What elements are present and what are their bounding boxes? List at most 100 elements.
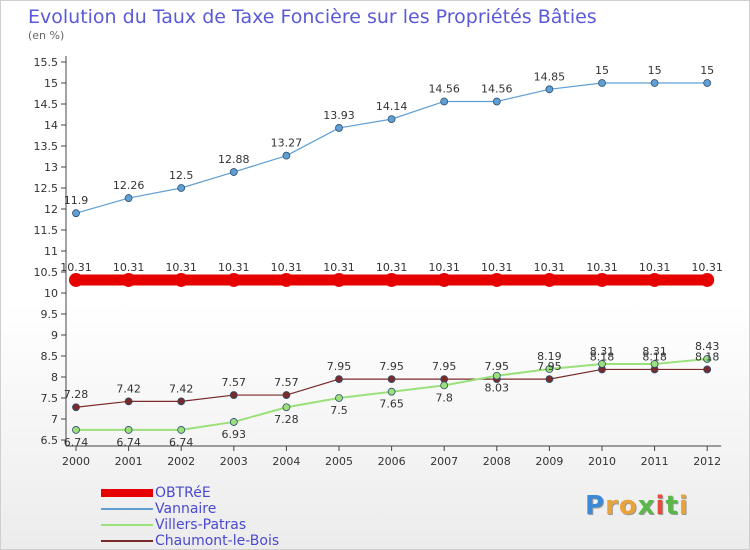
data-label: 7.65: [379, 398, 404, 411]
series-point: [492, 97, 501, 106]
data-label: 7.42: [116, 382, 141, 395]
data-label: 7.57: [222, 376, 247, 389]
x-tick-label: 2011: [641, 455, 669, 468]
series-point: [598, 360, 606, 368]
series-point: [69, 272, 83, 287]
data-label: 10.31: [586, 261, 618, 274]
series-point: [650, 79, 659, 87]
data-label: 15: [595, 64, 609, 77]
data-label: 10.31: [165, 261, 197, 274]
data-label: 12.26: [113, 179, 145, 192]
legend-swatch: [101, 524, 153, 526]
legend-label: Chaumont-le-Bois: [155, 533, 280, 549]
data-label: 7.95: [485, 360, 510, 373]
chart-title: Evolution du Taux de Taxe Foncière sur l…: [28, 6, 597, 28]
series-point: [177, 184, 186, 192]
data-label: 10.31: [534, 261, 566, 274]
data-label: 15: [700, 64, 714, 77]
series-point: [545, 85, 554, 94]
line-chart: 6.5 7 7.5 8 8.5 9 9.5 10 10.5 11 11.5 12 12.5 13 13.5 1…: [34, 56, 723, 468]
logo-letter: i: [678, 491, 689, 521]
x-tick-label: 2009: [535, 455, 563, 468]
series-point: [387, 115, 396, 124]
y-tick-label: 6.5: [41, 434, 59, 447]
data-label: 10.31: [428, 261, 460, 274]
series-point: [545, 365, 554, 373]
series-point: [492, 371, 501, 380]
series-point: [700, 272, 715, 287]
series-point: [703, 355, 712, 363]
y-tick-label: 15: [44, 77, 58, 90]
x-tick-label: 2008: [483, 455, 511, 468]
series-point: [229, 391, 238, 399]
data-label: 8.03: [485, 382, 510, 395]
data-label: 6.74: [64, 436, 89, 449]
series-point: [282, 403, 291, 412]
legend-swatch: [101, 540, 153, 542]
logo-letter: t: [665, 491, 679, 521]
x-tick-label: 2012: [693, 455, 721, 468]
series-point: [545, 375, 554, 384]
data-label: 14.14: [376, 100, 408, 113]
data-label: 10.31: [481, 261, 513, 274]
y-tick-label: 14.5: [34, 98, 59, 111]
series-point: [437, 272, 452, 287]
logo-letter: P: [585, 491, 606, 521]
series-point: [332, 272, 346, 287]
data-label: 8.18: [695, 350, 720, 363]
legend-swatch: [101, 508, 153, 510]
y-tick-label: 10: [44, 287, 58, 300]
series-point: [72, 209, 80, 218]
y-tick-label: 10.5: [34, 266, 59, 279]
data-label: 10.31: [691, 261, 723, 274]
x-tick-label: 2010: [588, 455, 616, 468]
y-tick-label: 7: [51, 413, 58, 426]
y-tick-label: 12.5: [34, 182, 59, 195]
legend-label: Villers-Patras: [155, 517, 247, 533]
data-label: 7.28: [64, 388, 89, 401]
x-tick-label: 2002: [167, 455, 195, 468]
y-tick-label: 9.5: [41, 308, 59, 321]
data-label: 8.18: [590, 350, 615, 363]
x-tick-label: 2005: [325, 455, 353, 468]
legend-item: Chaumont-le-Bois: [101, 533, 279, 549]
series-point: [177, 426, 186, 434]
logo-letter: r: [605, 491, 619, 521]
data-label: 7.95: [432, 360, 457, 373]
series-point: [440, 381, 449, 390]
series-point: [335, 124, 343, 132]
data-label: 12.5: [169, 169, 194, 182]
legend-item: Vannaire: [101, 501, 279, 517]
y-tick-label: 14: [44, 119, 58, 132]
chart-unit-label: (en %): [28, 29, 65, 42]
data-label: 6.74: [116, 436, 141, 449]
data-label: 10.31: [271, 261, 303, 274]
data-label: 10.31: [60, 261, 92, 274]
y-tick-label: 8: [51, 371, 58, 384]
series-point: [177, 397, 186, 406]
y-tick-label: 12: [44, 203, 58, 216]
data-label: 10.31: [376, 261, 408, 274]
series-point: [124, 397, 133, 406]
series-point: [647, 272, 662, 287]
x-tick-label: 2003: [220, 455, 248, 468]
data-label: 7.57: [274, 376, 299, 389]
legend-item: OBTRéE: [101, 485, 279, 501]
data-label: 14.56: [481, 82, 513, 95]
series-point: [72, 426, 80, 434]
series-point: [440, 97, 449, 106]
data-label: 8.19: [537, 350, 562, 363]
data-label: 6.93: [222, 428, 247, 441]
series-point: [124, 194, 133, 202]
y-tick-label: 8.5: [41, 350, 59, 363]
y-tick-label: 9: [51, 329, 58, 342]
x-tick-label: 2004: [272, 455, 300, 468]
y-tick-label: 13: [44, 161, 58, 174]
data-label: 7.95: [327, 360, 352, 373]
logo-letter: x: [637, 491, 656, 521]
y-tick-label: 11.5: [34, 224, 59, 237]
data-label: 10.31: [113, 261, 145, 274]
data-label: 7.95: [537, 360, 562, 373]
data-label: 8.43: [695, 340, 720, 353]
